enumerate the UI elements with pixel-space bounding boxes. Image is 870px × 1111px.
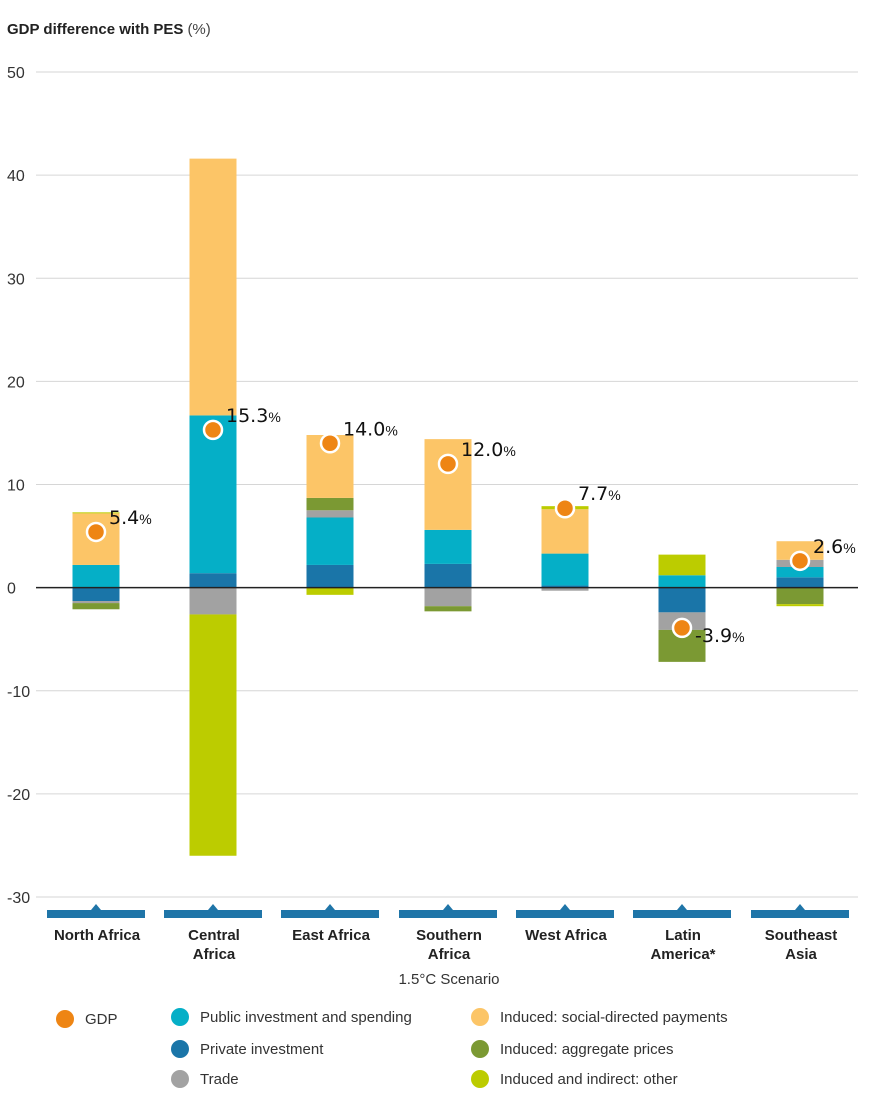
x-tick-labels: North Africa Central Africa East Africa Sout… (54, 927, 837, 963)
bar-segment (776, 541, 824, 560)
bar-segment (189, 587, 237, 615)
y-tick-label: -30 (7, 890, 30, 907)
x-axis-tick (677, 904, 687, 910)
x-tick-label: Southeast Asia (765, 927, 838, 963)
bar-segment (189, 415, 237, 574)
gdp-marker (319, 433, 341, 454)
bar-segment (658, 587, 706, 613)
x-axis-band (751, 910, 849, 918)
bar-segment (72, 512, 120, 514)
y-tick-label: 10 (7, 478, 25, 495)
bar-segment (72, 587, 120, 602)
gdp-data-label: 2.6% (813, 536, 856, 558)
gdp-data-label: 15.3% (226, 405, 281, 427)
bar-segment (72, 603, 120, 610)
x-axis-bands (47, 904, 849, 918)
x-tick-label: Southern Africa (416, 927, 482, 963)
bar-segment (189, 573, 237, 588)
gdp-marker (789, 550, 811, 572)
x-tick-label: Central Africa (188, 927, 240, 963)
gdp-marker (437, 453, 459, 475)
bar-segment (306, 517, 354, 565)
stacked-bars (72, 158, 824, 856)
bar-segment (306, 510, 354, 518)
gdp-data-label: 7.7% (578, 483, 621, 505)
bar-segment (424, 587, 472, 607)
bar-segment (424, 563, 472, 588)
y-tick-label: 50 (7, 65, 25, 82)
x-axis-tick (325, 904, 335, 910)
gdp-data-label: 14.0% (343, 418, 398, 440)
bar-segment (424, 606, 472, 612)
bar-segment (72, 601, 120, 604)
x-tick-label: Latin America* (650, 927, 715, 963)
gdp-marker (85, 521, 107, 543)
gdp-data-label: 12.0% (461, 439, 516, 461)
x-axis-band (516, 910, 614, 918)
y-axis-title-unit: (%) (187, 21, 210, 38)
bar-segment (189, 614, 237, 856)
x-axis-tick (91, 904, 101, 910)
x-axis-band (164, 910, 262, 918)
bar-segment (306, 564, 354, 588)
x-axis-band (633, 910, 731, 918)
x-axis-band (281, 910, 379, 918)
bar-segment (306, 497, 354, 511)
gdp-data-label: -3.9% (695, 625, 745, 647)
bar-segment (424, 529, 472, 564)
gdp-marker (554, 497, 576, 519)
bar-segment (776, 577, 824, 588)
bar-segment (776, 587, 824, 605)
y-tick-label: -20 (7, 787, 30, 804)
y-axis-title: GDP difference with PES (%) (7, 21, 211, 38)
gdp-marker (202, 419, 224, 441)
y-axis-title-main: GDP difference with PES (7, 21, 183, 38)
bar-segment (776, 567, 824, 578)
y-tick-label: 20 (7, 374, 25, 391)
bar-segment (72, 564, 120, 588)
y-tick-label: 0 (7, 581, 16, 598)
bar-segment (541, 585, 589, 588)
x-tick-label: East Africa (292, 927, 370, 944)
gdp-data-label: 5.4% (109, 507, 152, 529)
x-axis-band (47, 910, 145, 918)
x-tick-label: West Africa (525, 927, 607, 944)
x-axis-tick (795, 904, 805, 910)
x-axis-title: 1.5°C Scenario (398, 971, 499, 988)
y-tick-label: 40 (7, 168, 25, 185)
y-tick-label: 30 (7, 271, 25, 288)
bar-segment (658, 575, 706, 588)
y-tick-label: -10 (7, 684, 30, 701)
bar-segment (189, 158, 237, 416)
x-axis-band (399, 910, 497, 918)
bar-segment (306, 587, 354, 595)
bar-segment (541, 587, 589, 591)
bar-segment (541, 553, 589, 586)
gdp-markers: 5.4% 15.3% 14.0% 12.0% 7.7% -3.9% 2.6% (85, 405, 856, 647)
bar-segment (658, 554, 706, 576)
gdp-marker (671, 617, 693, 639)
y-tick-labels: 50 40 30 20 10 0 -10 -20 -30 (7, 65, 30, 907)
x-axis-tick (208, 904, 218, 910)
x-tick-label: North Africa (54, 927, 141, 944)
bar-segment (776, 604, 824, 607)
x-axis-tick (560, 904, 570, 910)
x-axis-tick (443, 904, 453, 910)
